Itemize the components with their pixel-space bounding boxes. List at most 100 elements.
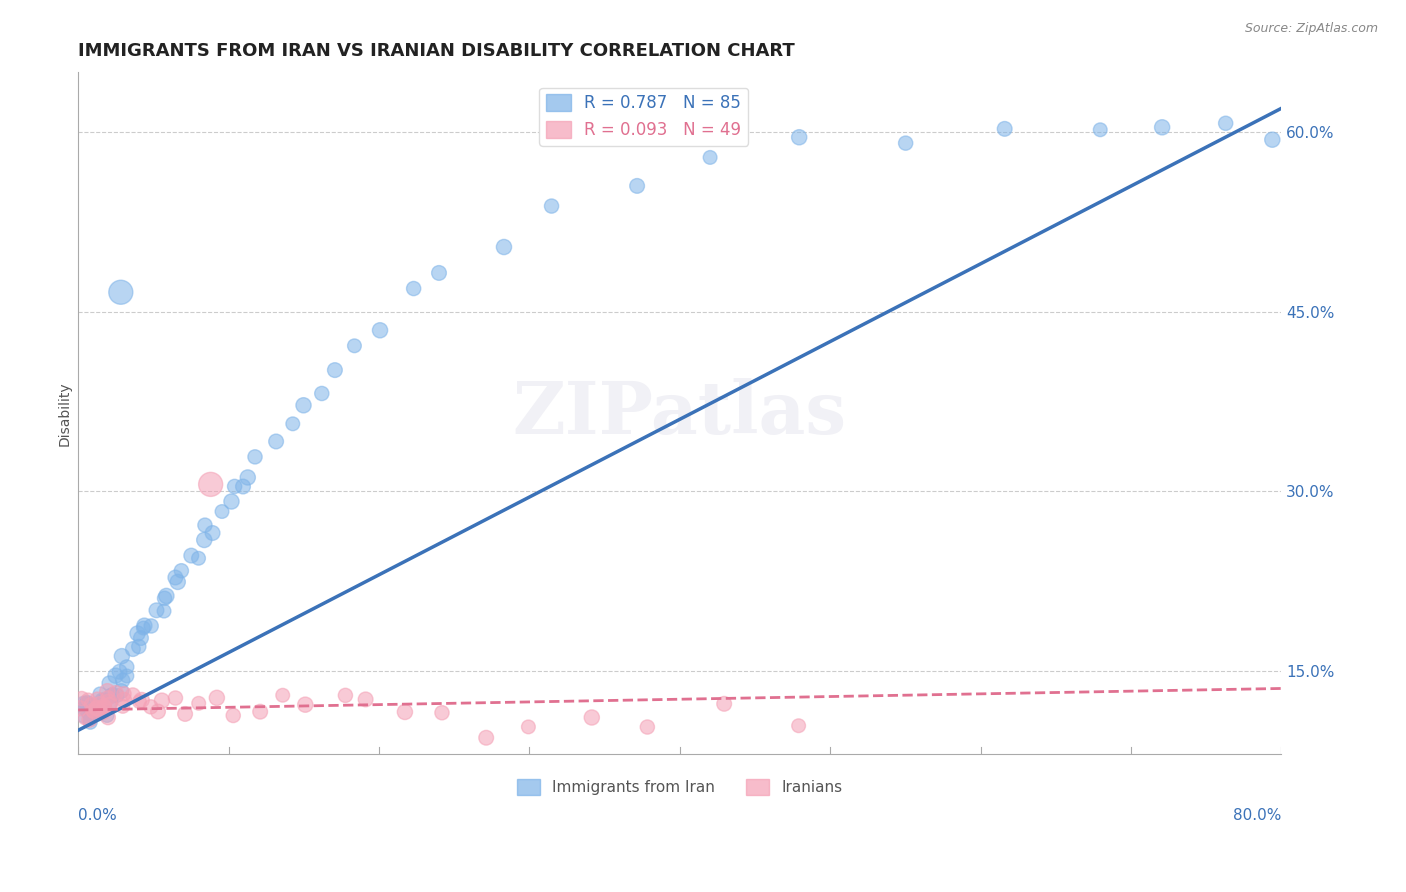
- Point: [82, 704, 104, 718]
- Point: [222, 708, 245, 723]
- Point: [131, 693, 153, 707]
- Point: [132, 621, 155, 635]
- Point: [70, 691, 93, 706]
- Point: [111, 699, 134, 714]
- Point: [193, 533, 215, 547]
- Point: [91, 706, 114, 720]
- Point: [232, 479, 254, 493]
- Point: [80, 706, 103, 720]
- Point: [354, 692, 377, 706]
- Point: [187, 696, 209, 710]
- Point: [93, 700, 115, 714]
- Point: [82, 702, 104, 716]
- Point: [787, 719, 810, 733]
- Point: [79, 712, 101, 726]
- Point: [311, 386, 333, 401]
- Point: [83, 701, 105, 715]
- Point: [402, 281, 425, 295]
- Point: [994, 121, 1017, 136]
- Legend: Immigrants from Iran, Iranians: Immigrants from Iran, Iranians: [512, 773, 848, 801]
- Point: [87, 706, 110, 721]
- Point: [249, 705, 271, 719]
- Point: [492, 240, 515, 254]
- Point: [211, 504, 233, 518]
- Point: [127, 626, 149, 640]
- Point: [170, 564, 193, 578]
- Point: [104, 686, 127, 700]
- Point: [79, 698, 101, 713]
- Point: [96, 708, 118, 723]
- Point: [153, 591, 176, 606]
- Point: [787, 130, 810, 145]
- Point: [111, 649, 134, 664]
- Point: [155, 589, 177, 603]
- Point: [91, 693, 114, 707]
- Point: [430, 706, 453, 720]
- Point: [517, 720, 540, 734]
- Point: [93, 699, 115, 714]
- Point: [101, 689, 124, 703]
- Point: [75, 710, 97, 724]
- Point: [540, 199, 562, 213]
- Point: [129, 631, 152, 645]
- Point: [165, 570, 187, 584]
- Point: [86, 701, 108, 715]
- Point: [77, 706, 100, 720]
- Point: [84, 701, 107, 715]
- Point: [1152, 120, 1174, 135]
- Point: [79, 713, 101, 727]
- Point: [97, 695, 120, 709]
- Point: [236, 470, 259, 484]
- Point: [224, 479, 246, 493]
- Point: [112, 693, 135, 707]
- Point: [194, 518, 217, 533]
- Point: [174, 706, 197, 721]
- Point: [115, 660, 138, 674]
- Point: [89, 700, 111, 714]
- Point: [475, 731, 498, 745]
- Point: [153, 604, 176, 618]
- Point: [93, 700, 115, 714]
- Point: [93, 699, 115, 714]
- Point: [82, 707, 104, 722]
- Point: [84, 702, 107, 716]
- Point: [713, 697, 735, 711]
- Point: [83, 705, 105, 719]
- Point: [79, 706, 101, 721]
- Point: [141, 619, 163, 633]
- Point: [292, 398, 315, 412]
- Y-axis label: Disability: Disability: [58, 381, 72, 446]
- Point: [89, 687, 111, 701]
- Point: [89, 697, 111, 711]
- Point: [294, 698, 316, 712]
- Point: [221, 494, 243, 508]
- Point: [243, 450, 266, 464]
- Point: [112, 687, 135, 701]
- Point: [146, 705, 169, 719]
- Point: [98, 698, 121, 712]
- Text: 0.0%: 0.0%: [79, 808, 117, 823]
- Point: [80, 698, 103, 712]
- Point: [76, 698, 98, 712]
- Point: [1261, 133, 1284, 147]
- Point: [121, 688, 143, 702]
- Text: 80.0%: 80.0%: [1233, 808, 1281, 823]
- Point: [894, 136, 917, 150]
- Point: [200, 477, 222, 491]
- Text: IMMIGRANTS FROM IRAN VS IRANIAN DISABILITY CORRELATION CHART: IMMIGRANTS FROM IRAN VS IRANIAN DISABILI…: [79, 42, 794, 60]
- Point: [281, 417, 304, 431]
- Point: [201, 526, 224, 541]
- Point: [335, 689, 357, 703]
- Point: [96, 684, 118, 698]
- Point: [93, 693, 115, 707]
- Point: [368, 323, 391, 337]
- Point: [69, 701, 91, 715]
- Point: [100, 696, 122, 710]
- Point: [180, 549, 202, 563]
- Point: [427, 266, 450, 280]
- Point: [264, 434, 287, 449]
- Text: ZIPatlas: ZIPatlas: [513, 378, 846, 449]
- Point: [75, 702, 97, 716]
- Point: [323, 363, 346, 377]
- Point: [343, 339, 366, 353]
